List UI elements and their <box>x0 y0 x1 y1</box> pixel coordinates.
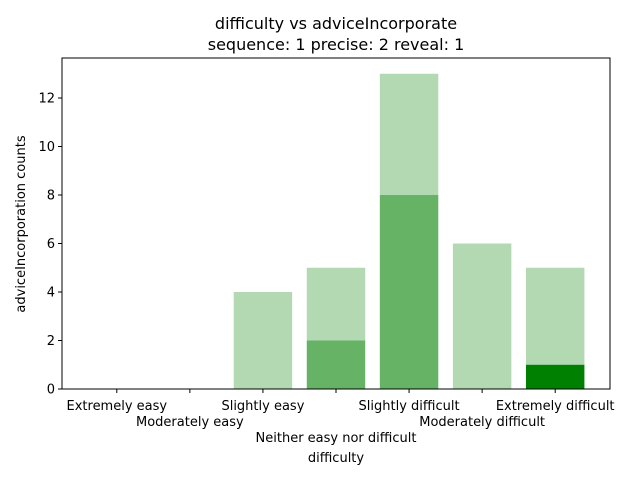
x-tick-label: Moderately difficult <box>419 415 545 430</box>
y-tick-label: 2 <box>47 334 55 349</box>
x-tick-label: Neither easy nor difficult <box>256 431 417 446</box>
y-tick-label: 8 <box>47 189 55 204</box>
y-tick-label: 6 <box>47 237 55 252</box>
bars <box>233 73 585 389</box>
y-tick-label: 12 <box>38 92 55 107</box>
bar-segment <box>525 267 585 365</box>
bar-segment <box>525 364 585 389</box>
bar-segment <box>379 195 439 389</box>
y-axis-label: adviceIncorporation counts <box>14 135 29 312</box>
x-tick-label: Extremely difficult <box>496 399 615 414</box>
chart-subtitle: sequence: 1 precise: 2 reveal: 1 <box>208 35 465 54</box>
bar-segment <box>306 340 366 389</box>
y-tick-label: 0 <box>47 383 55 398</box>
bar-segment <box>379 73 439 196</box>
x-tick-label: Slightly difficult <box>359 399 460 414</box>
x-tick-label: Moderately easy <box>136 415 244 430</box>
x-tick-label: Slightly easy <box>221 399 304 414</box>
x-tick-label: Extremely easy <box>67 399 168 414</box>
chart-title: difficulty vs adviceIncorporate <box>215 14 457 33</box>
y-tick-label: 4 <box>47 286 55 301</box>
bar-segment <box>306 267 366 341</box>
bar-segment <box>233 292 293 389</box>
x-axis-label: difficulty <box>308 451 365 466</box>
y-tick-label: 10 <box>38 140 55 155</box>
bar-segment <box>452 243 512 389</box>
